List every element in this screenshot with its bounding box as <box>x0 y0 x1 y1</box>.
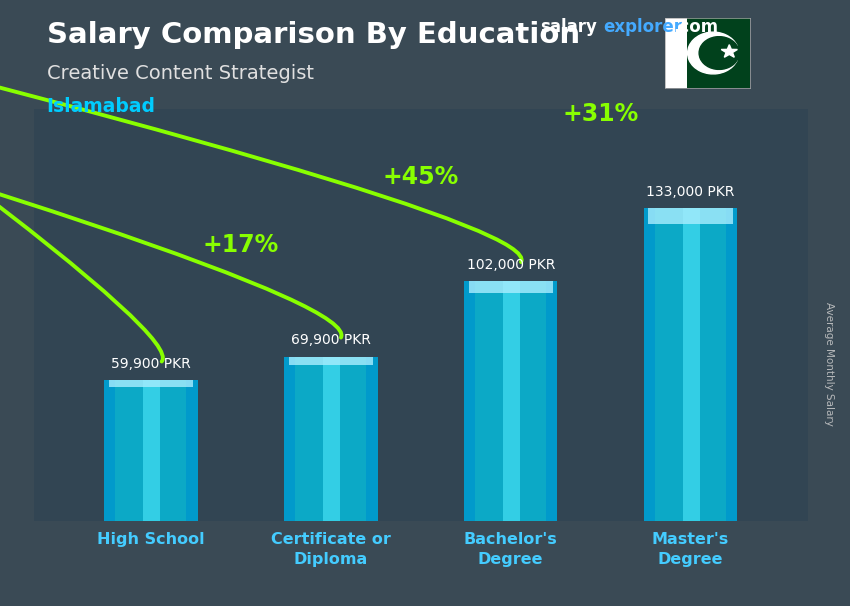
Text: Salary Comparison By Education: Salary Comparison By Education <box>47 21 580 49</box>
Bar <box>284 356 295 521</box>
Text: salary: salary <box>540 18 597 36</box>
Text: explorer: explorer <box>604 18 683 36</box>
Wedge shape <box>688 32 737 74</box>
Text: 59,900 PKR: 59,900 PKR <box>111 357 190 371</box>
Bar <box>284 356 377 521</box>
Bar <box>366 356 377 521</box>
Bar <box>726 208 737 521</box>
Bar <box>687 18 750 88</box>
Wedge shape <box>699 36 738 70</box>
Text: Islamabad: Islamabad <box>47 97 156 116</box>
Bar <box>105 380 116 521</box>
Bar <box>186 380 198 521</box>
Text: +17%: +17% <box>203 233 279 258</box>
Text: 133,000 PKR: 133,000 PKR <box>646 185 734 199</box>
Bar <box>464 281 475 521</box>
Bar <box>144 380 161 521</box>
Bar <box>683 208 700 521</box>
Bar <box>547 281 558 521</box>
Text: Average Monthly Salary: Average Monthly Salary <box>824 302 834 425</box>
Text: .com: .com <box>673 18 718 36</box>
Bar <box>643 208 655 521</box>
Bar <box>649 208 733 224</box>
Text: +45%: +45% <box>382 165 459 189</box>
Bar <box>105 380 198 521</box>
Text: +31%: +31% <box>563 102 638 126</box>
Bar <box>109 380 193 387</box>
Bar <box>665 18 687 88</box>
Polygon shape <box>721 45 738 58</box>
Bar <box>464 281 558 521</box>
Text: 102,000 PKR: 102,000 PKR <box>467 258 555 272</box>
Text: Creative Content Strategist: Creative Content Strategist <box>47 64 314 82</box>
Bar <box>503 281 520 521</box>
Bar <box>289 356 373 365</box>
Bar <box>323 356 340 521</box>
Bar <box>468 281 552 293</box>
Bar <box>643 208 737 521</box>
Text: 69,900 PKR: 69,900 PKR <box>291 333 371 347</box>
